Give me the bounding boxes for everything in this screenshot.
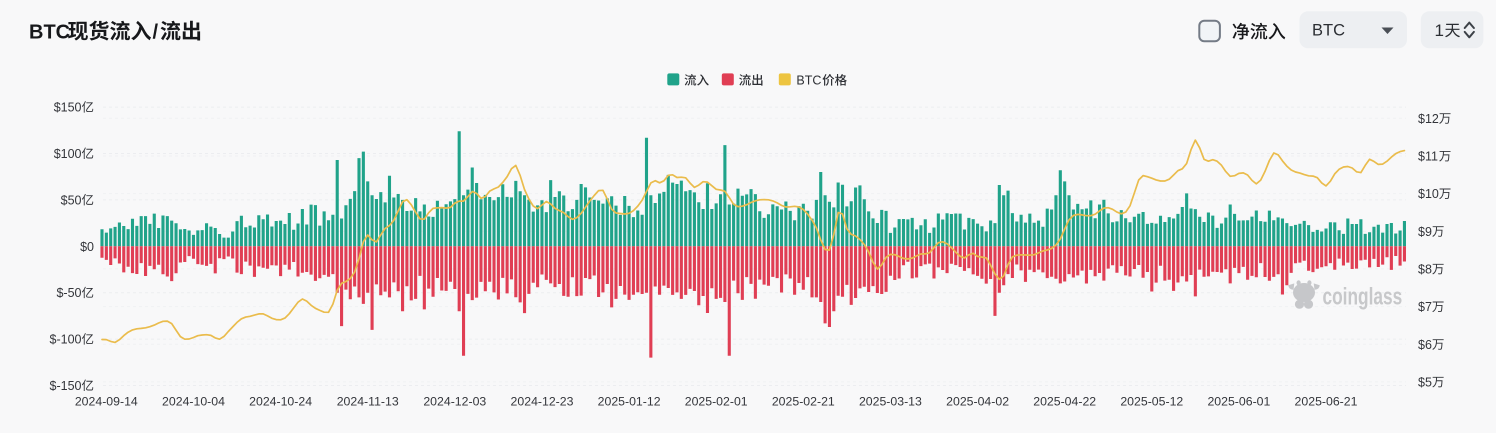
svg-text:$150: $150	[54, 101, 82, 115]
svg-text:2024-12-03: 2024-12-03	[423, 395, 486, 409]
svg-text:2024-10-24: 2024-10-24	[249, 395, 312, 409]
svg-text:$8: $8	[1418, 262, 1432, 276]
svg-text:$5: $5	[1418, 375, 1432, 389]
svg-text:2024-10-04: 2024-10-04	[162, 395, 225, 409]
svg-text:2025-06-21: 2025-06-21	[1295, 395, 1358, 409]
svg-text:/: /	[153, 22, 159, 44]
svg-text:2025-04-22: 2025-04-22	[1033, 395, 1096, 409]
svg-text:2025-02-21: 2025-02-21	[772, 395, 835, 409]
svg-text:2025-01-12: 2025-01-12	[598, 395, 661, 409]
svg-text:$50: $50	[61, 193, 82, 207]
svg-text:$9: $9	[1418, 225, 1432, 239]
svg-text:1: 1	[1435, 21, 1444, 40]
svg-text:$0: $0	[80, 240, 94, 254]
svg-text:2025-02-01: 2025-02-01	[685, 395, 748, 409]
svg-text:$11: $11	[1418, 150, 1438, 164]
svg-text:2025-03-13: 2025-03-13	[859, 395, 922, 409]
svg-text:$7: $7	[1418, 300, 1432, 314]
svg-text:2024-12-23: 2024-12-23	[511, 395, 574, 409]
svg-text:2025-05-12: 2025-05-12	[1120, 395, 1183, 409]
svg-text:$100: $100	[54, 147, 82, 161]
svg-text:$-150: $-150	[50, 379, 82, 393]
svg-text:BTC: BTC	[1312, 21, 1345, 39]
svg-text:$-100: $-100	[50, 333, 82, 347]
svg-text:2025-06-01: 2025-06-01	[1207, 395, 1270, 409]
svg-text:2024-09-14: 2024-09-14	[75, 395, 138, 409]
svg-text:$10: $10	[1418, 187, 1439, 201]
svg-text:BTC: BTC	[29, 22, 70, 44]
svg-text:coinglass: coinglass	[1323, 284, 1403, 310]
svg-text:$6: $6	[1418, 338, 1432, 352]
svg-text:2025-04-02: 2025-04-02	[946, 395, 1009, 409]
svg-text:2024-11-13: 2024-11-13	[337, 395, 399, 409]
svg-text:BTC: BTC	[796, 74, 821, 88]
svg-text:$12: $12	[1418, 112, 1439, 126]
svg-text:$-50: $-50	[56, 286, 81, 300]
